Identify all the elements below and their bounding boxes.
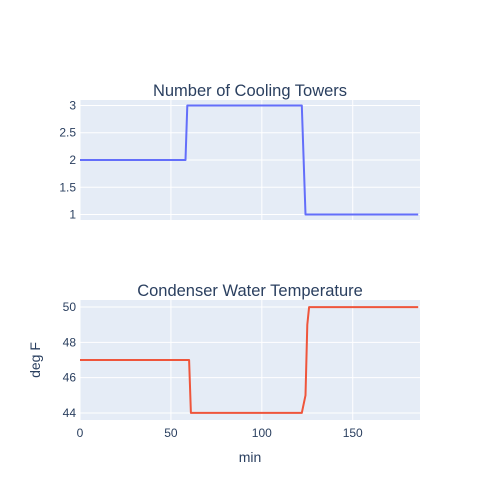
- y-tick-label: 3: [69, 98, 76, 112]
- chart-title-condenser-water: Condenser Water Temperature: [137, 282, 363, 300]
- y-tick-label: 44: [63, 406, 77, 420]
- series-condenser-water: [80, 306, 419, 414]
- subplot-condenser-water: 44 46 48 50 0 50 100 150 Condenser Water Tempe…: [27, 282, 420, 465]
- series-cooling-towers: [80, 104, 419, 216]
- x-tick-label: 50: [164, 426, 178, 440]
- series-line: [80, 104, 419, 216]
- subplot-cooling-towers: 1 1.5 2 2.5 3 Number of Cooling Towers: [59, 82, 420, 222]
- y-tick-label: 46: [63, 371, 77, 385]
- x-axis-title: min: [239, 449, 262, 465]
- y-tick-label: 50: [63, 300, 77, 314]
- y-tick-label: 48: [63, 335, 77, 349]
- series-line: [80, 306, 419, 414]
- y-tick-label: 1.5: [59, 180, 76, 194]
- x-tick-labels-bottom: 0 50 100 150: [77, 426, 363, 440]
- y-tick-labels-top: 1 1.5 2 2.5 3: [59, 98, 76, 221]
- y-tick-label: 2.5: [59, 126, 76, 140]
- x-tick-label: 150: [343, 426, 363, 440]
- y-tick-label: 1: [69, 208, 76, 222]
- y-axis-title: deg F: [27, 342, 43, 378]
- y-tick-label: 2: [69, 153, 76, 167]
- y-tick-labels-bottom: 44 46 48 50: [63, 300, 77, 420]
- x-tick-label: 100: [252, 426, 272, 440]
- x-tick-label: 0: [77, 426, 84, 440]
- chart-title-cooling-towers: Number of Cooling Towers: [153, 82, 347, 100]
